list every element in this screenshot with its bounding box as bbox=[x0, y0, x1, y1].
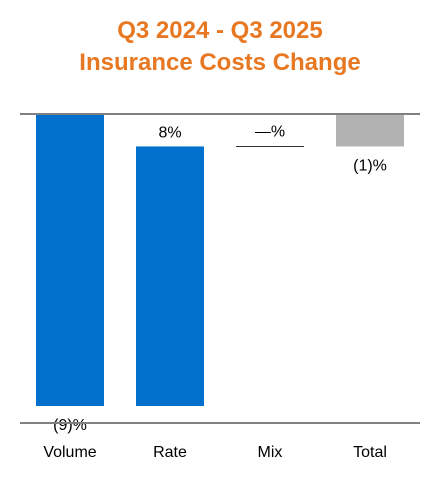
bar-volume bbox=[36, 114, 104, 406]
chart-title-line-2: Insurance Costs Change bbox=[79, 49, 361, 76]
data-label-rate: 8% bbox=[158, 124, 181, 141]
category-label-volume: Volume bbox=[43, 444, 96, 461]
category-label-total: Total bbox=[353, 444, 387, 461]
category-label-rate: Rate bbox=[153, 444, 187, 461]
data-label-mix: —% bbox=[255, 123, 285, 140]
bar-rate bbox=[136, 146, 204, 406]
data-label-volume: (9)% bbox=[53, 417, 87, 434]
bar-total bbox=[336, 114, 404, 147]
category-label-mix: Mix bbox=[258, 444, 283, 461]
data-label-total: (1)% bbox=[353, 157, 387, 174]
chart-title-line-1: Q3 2024 - Q3 2025 bbox=[117, 17, 323, 44]
